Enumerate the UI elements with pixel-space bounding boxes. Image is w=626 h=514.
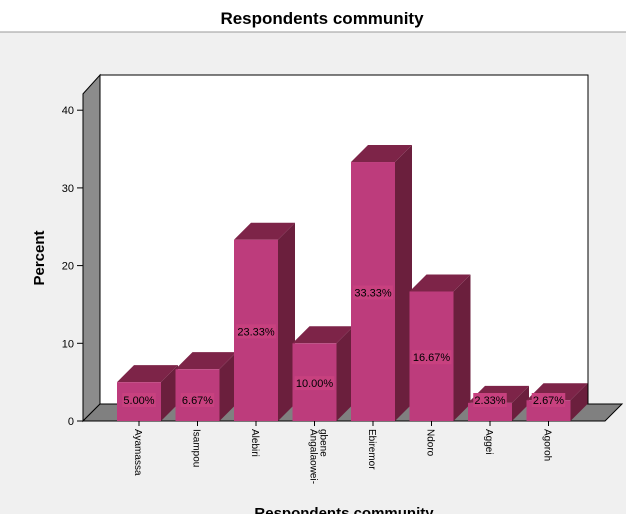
value-label: 33.33% — [354, 288, 392, 300]
x-category-label-line: Isampou — [191, 429, 202, 467]
value-label-box — [180, 393, 215, 407]
bar-top — [234, 222, 295, 240]
x-category-label: Isampou — [191, 429, 202, 467]
value-label-box — [531, 393, 566, 407]
value-label: 6.67% — [182, 395, 213, 407]
x-category-label-line: Angalaowei- — [308, 429, 319, 484]
x-category-label: Agoroh — [542, 429, 553, 461]
x-category-label: Alebiri — [249, 429, 260, 457]
y-tick-label: 30 — [62, 183, 74, 195]
x-category-label: Ndoro — [425, 429, 436, 457]
bar-top — [351, 145, 412, 163]
x-category-label-line: gbene — [318, 429, 329, 457]
bar-top — [117, 365, 178, 383]
x-category-label: Angalaowei-gbene — [308, 429, 329, 484]
bar-side — [570, 383, 588, 421]
value-label: 16.67% — [413, 352, 451, 364]
bar-side — [219, 352, 237, 421]
value-label: 2.67% — [533, 395, 564, 407]
value-label-box — [353, 285, 393, 300]
y-axis-title: Percent — [31, 230, 48, 285]
x-category-label-line: Ebiremor — [366, 429, 377, 470]
y-tick-label: 10 — [62, 338, 74, 350]
value-label: 10.00% — [296, 378, 334, 390]
x-category-label-line: Ayamassa — [132, 429, 143, 476]
header-band — [0, 0, 626, 32]
bar-side — [395, 145, 412, 422]
bar-side — [336, 326, 354, 421]
value-label-box — [122, 393, 156, 407]
value-label: 5.00% — [123, 395, 154, 407]
value-label-box — [236, 324, 276, 339]
value-label: 23.33% — [237, 326, 275, 338]
plot-side-wall — [82, 73, 101, 423]
bar-side — [512, 385, 529, 421]
value-label: 2.33% — [474, 395, 505, 407]
value-label-box — [294, 376, 335, 391]
bar-side — [161, 365, 178, 421]
bar-top — [292, 326, 354, 344]
x-axis-title: Respondents community — [254, 505, 434, 514]
chart-title: Respondents community — [220, 9, 424, 28]
bar-top — [409, 274, 471, 292]
x-category-label: Aggei — [483, 429, 494, 455]
bar — [468, 402, 512, 421]
x-category-label-line: Agoroh — [542, 429, 553, 461]
x-category-label-line: Ndoro — [425, 429, 436, 457]
y-tick-label: 0 — [68, 416, 74, 428]
y-tick-label: 20 — [62, 261, 74, 273]
x-category-label-line: Aggei — [483, 429, 494, 455]
y-tick-label: 40 — [62, 105, 74, 117]
x-category-label-line: Alebiri — [249, 429, 260, 457]
bar-side — [453, 274, 471, 421]
value-label-box — [411, 350, 452, 365]
value-label-box — [473, 393, 507, 407]
x-category-label: Ebiremor — [366, 429, 377, 470]
x-category-label: Ayamassa — [132, 429, 143, 476]
bar-top — [175, 352, 237, 370]
bar-side — [278, 222, 295, 421]
